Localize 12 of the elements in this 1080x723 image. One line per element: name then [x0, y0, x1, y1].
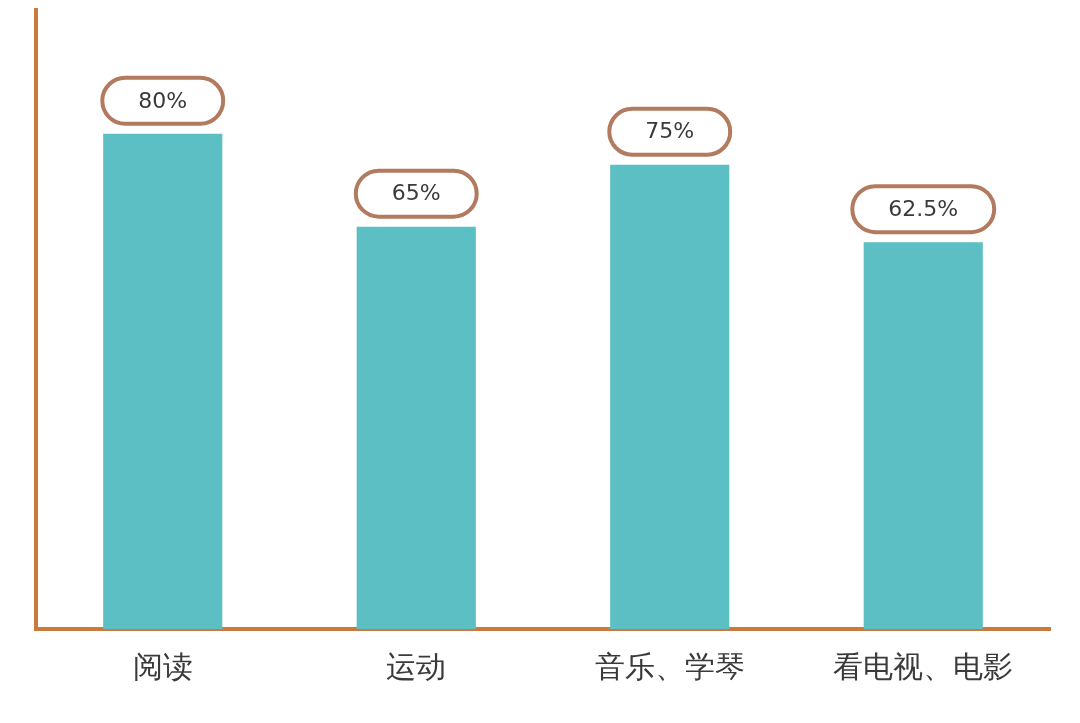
data-label: 80%: [138, 87, 188, 113]
bar: [610, 164, 730, 629]
bar: [103, 133, 223, 629]
data-label: 75%: [645, 118, 695, 144]
x-tick-label: 阅读: [132, 648, 193, 684]
x-tick-label: 看电视、电影: [833, 648, 1014, 684]
data-label: 62.5%: [888, 195, 959, 221]
bar: [863, 242, 983, 629]
data-label: 65%: [391, 180, 441, 206]
x-tick-label: 音乐、学琴: [594, 648, 745, 684]
bar: [356, 226, 476, 629]
x-tick-label: 运动: [386, 648, 447, 684]
